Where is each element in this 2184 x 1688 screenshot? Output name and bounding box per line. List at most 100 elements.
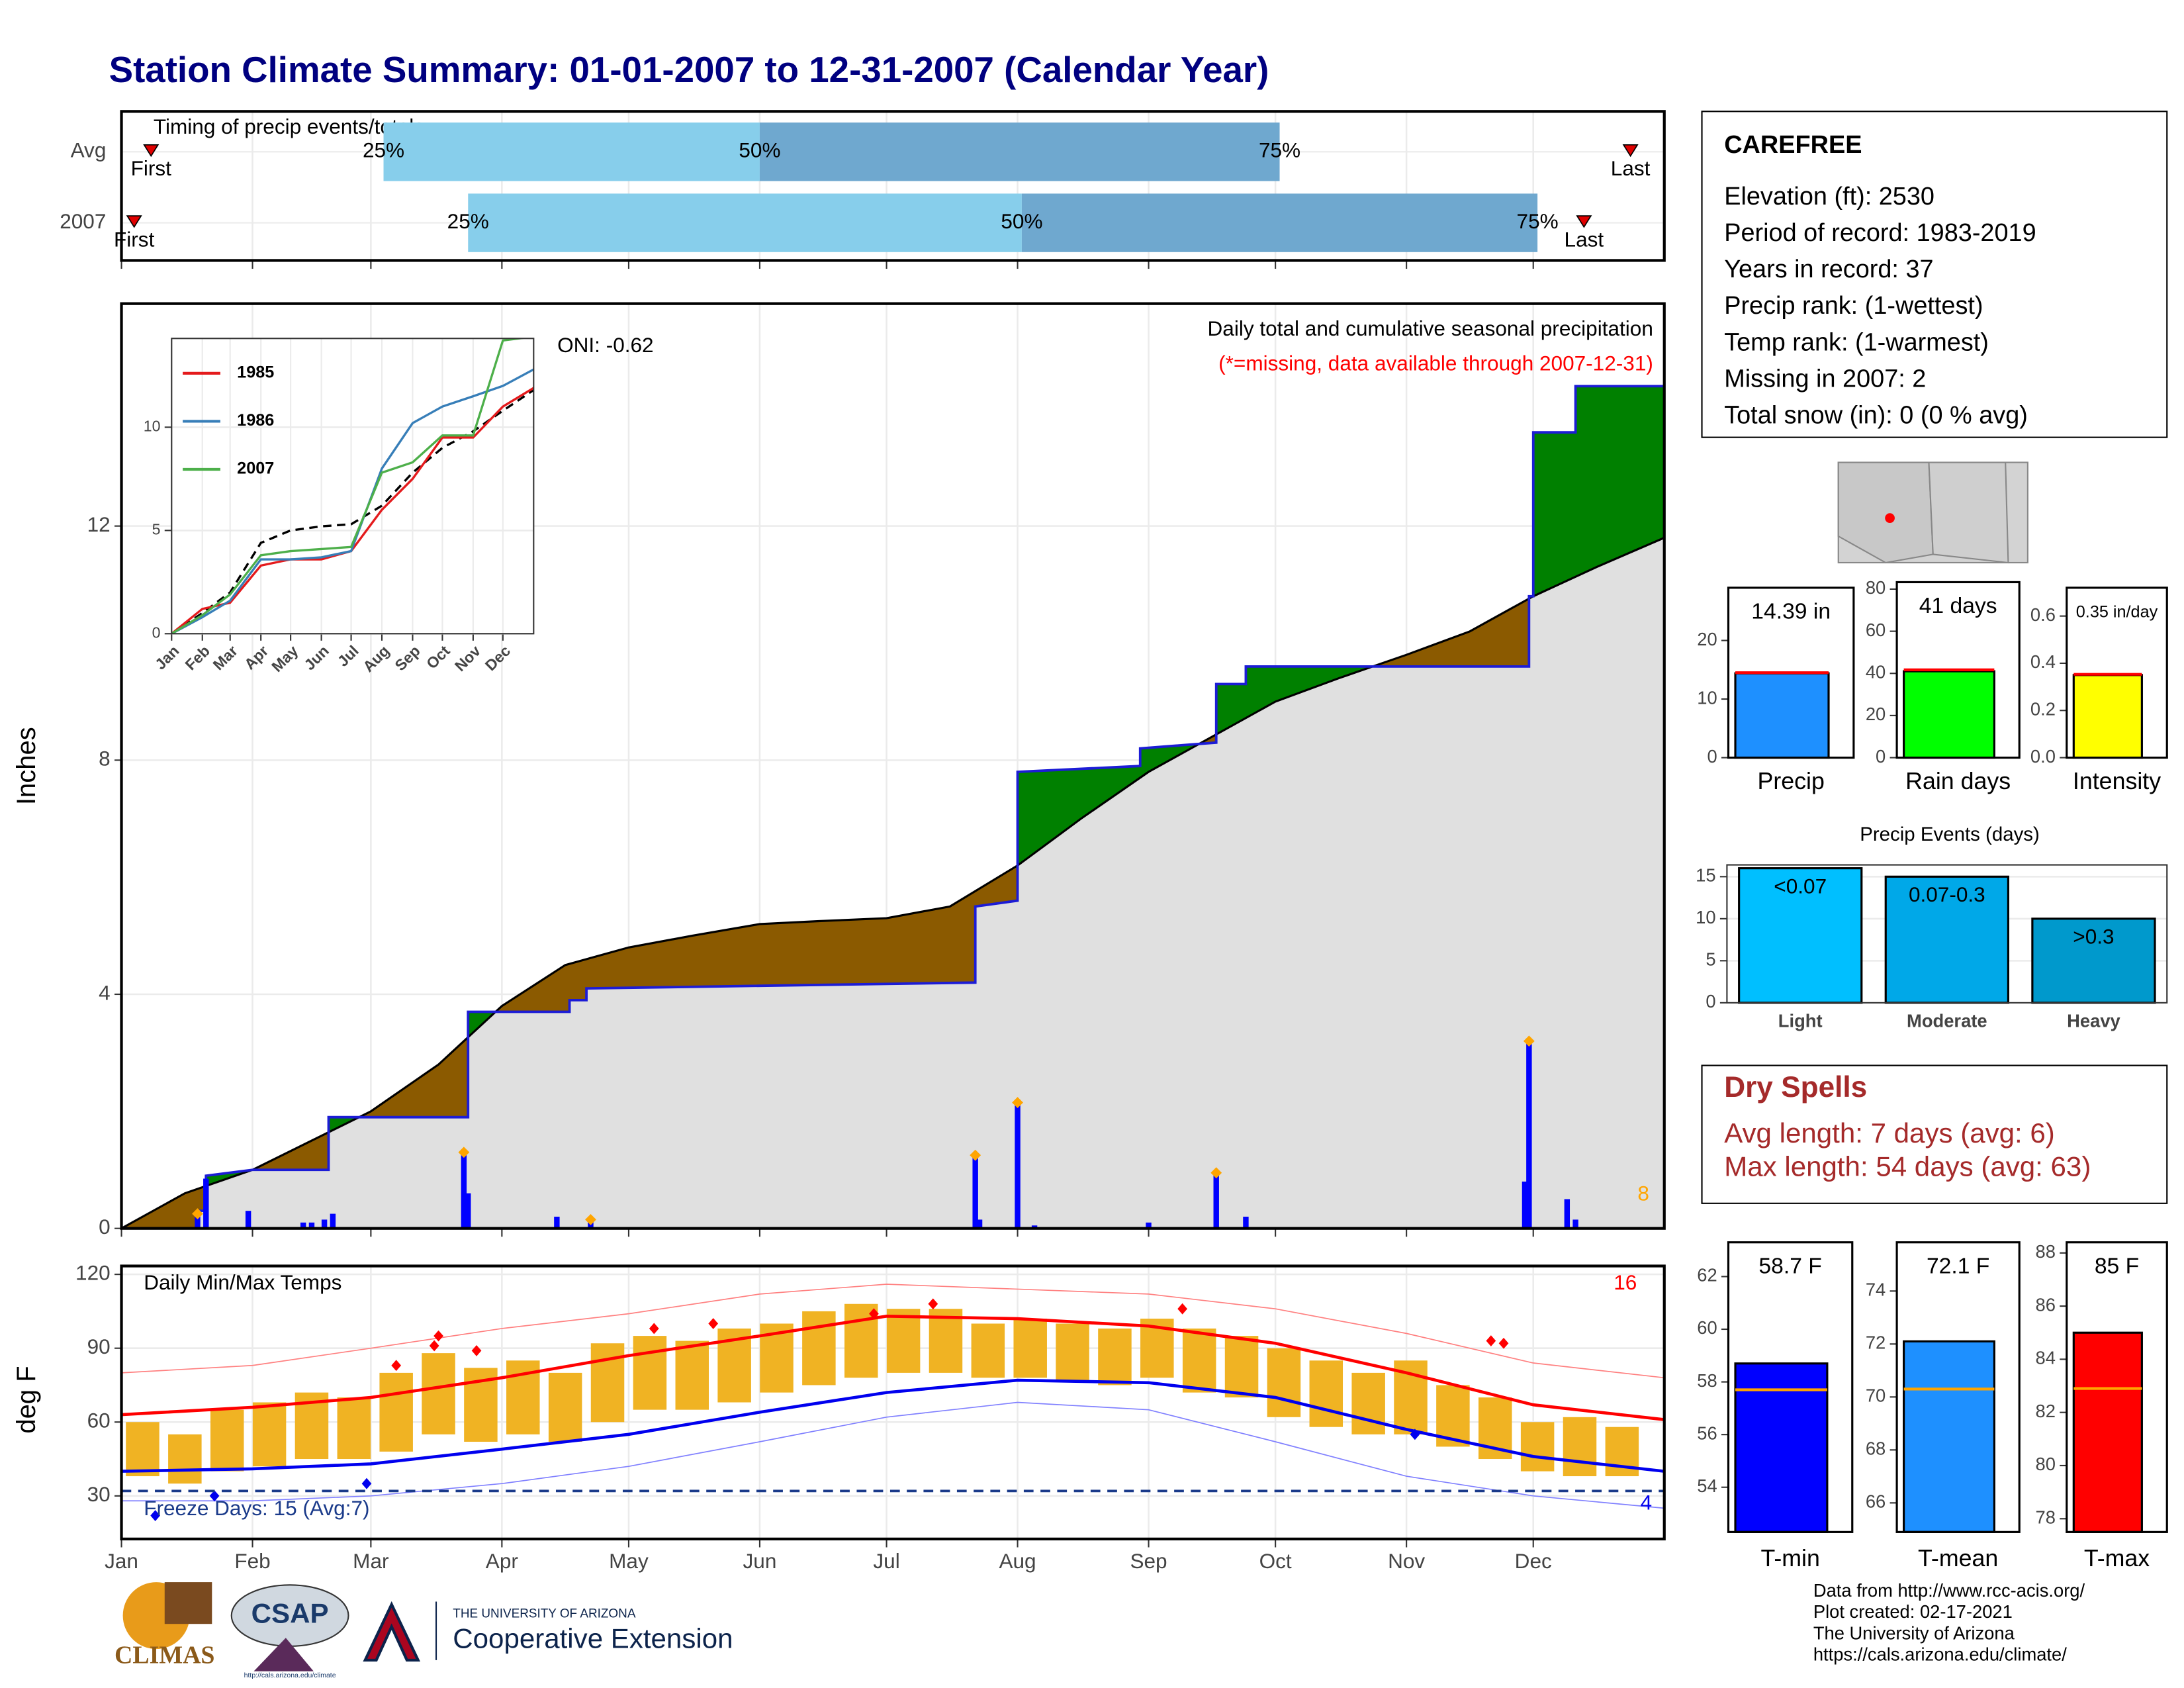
daily-range-bar — [1224, 1336, 1259, 1398]
y-tick-label: 60 — [87, 1409, 111, 1432]
temp-frame — [120, 1264, 1666, 1540]
daily-range-bar — [886, 1309, 921, 1373]
daily-range-bar — [422, 1353, 455, 1434]
summary-bar — [1734, 672, 1830, 759]
x-tick-label: Feb — [234, 1549, 270, 1573]
y-tick-label: 5 — [152, 520, 161, 538]
y-tick-label: 70 — [1866, 1385, 1886, 1406]
late-bar — [759, 122, 1280, 181]
daily-range-bar — [971, 1323, 1005, 1378]
daily-range-bar — [1563, 1417, 1597, 1477]
inset-frame — [171, 338, 535, 635]
ranked-marker — [1210, 1167, 1222, 1179]
extension-text: Cooperative Extension — [453, 1623, 733, 1654]
x-tick-label: Heavy — [2067, 1011, 2120, 1031]
station-location — [1885, 513, 1895, 524]
chart-title: Precip Events (days) — [1860, 823, 2040, 845]
category-label: Rain days — [1905, 768, 2011, 794]
csap-text: CSAP — [251, 1598, 329, 1629]
daily-bar — [300, 1222, 306, 1229]
y-tick-label: 120 — [75, 1260, 111, 1284]
daily-range-bar — [379, 1372, 413, 1452]
y-tick-label: 10 — [144, 417, 161, 434]
value-label: 85 F — [2095, 1254, 2139, 1278]
ranked-marker — [970, 1149, 981, 1161]
y-tick-label: 0.6 — [2030, 604, 2056, 625]
station-info: Precip rank: (1-wettest) — [1724, 292, 1983, 320]
daily-bar — [330, 1213, 336, 1229]
daily-range-bar — [802, 1311, 836, 1385]
daily-bar — [1564, 1199, 1570, 1229]
event-bar — [1738, 867, 1863, 1004]
value-label: >0.3 — [2073, 925, 2114, 949]
y-tick-label: 84 — [2036, 1348, 2056, 1368]
record-marker — [150, 1510, 160, 1521]
credit-line: The University of Arizona — [1813, 1622, 2015, 1643]
daily-range-bar — [252, 1402, 287, 1467]
y-tick-label: 20 — [1697, 629, 1717, 649]
record-high-count: 16 — [1614, 1270, 1637, 1294]
daily-bar — [1522, 1181, 1528, 1229]
dry-spell-info: Max length: 54 days (avg: 63) — [1724, 1150, 2091, 1182]
x-tick-label: Jan — [105, 1549, 138, 1573]
daily-bar — [203, 1178, 209, 1229]
y-tick-label: 0 — [1707, 746, 1717, 767]
y-tick-label: 60 — [1697, 1317, 1717, 1338]
y-tick-label: 78 — [2036, 1507, 2056, 1528]
y-tick-label: 68 — [1866, 1438, 1886, 1459]
climas-logo — [164, 1582, 212, 1624]
late-bar — [1021, 193, 1538, 252]
precip-areas — [121, 385, 1664, 1229]
location-map — [1837, 461, 2028, 564]
summary-bar — [1903, 670, 1995, 759]
series-line — [171, 368, 534, 634]
value-label: 0.35 in/day — [2076, 602, 2158, 621]
y-axis-label: Inches — [12, 727, 41, 805]
value-label: 72.1 F — [1927, 1254, 1989, 1278]
daily-bar — [1526, 1041, 1532, 1229]
first-label: First — [131, 156, 172, 180]
daily-range-bar — [929, 1309, 963, 1373]
category-label: T-mean — [1918, 1545, 1998, 1571]
percentile-label: 25% — [363, 138, 404, 162]
category-label: Precip — [1758, 768, 1825, 794]
dry-spells-box — [1701, 1064, 2168, 1204]
temp-marks — [121, 1284, 1664, 1521]
category-label: T-min — [1760, 1545, 1819, 1571]
credit-line: https://cals.arizona.edu/climate/ — [1813, 1644, 2067, 1665]
daily-range-bar — [1309, 1360, 1343, 1427]
y-tick-label: 12 — [87, 512, 111, 536]
y-tick-label: 80 — [1866, 577, 1886, 598]
daily-range-bar — [126, 1422, 159, 1477]
chart-title: Daily total and cumulative seasonal prec… — [1208, 316, 1653, 340]
early-bar — [383, 122, 760, 181]
record-marker — [361, 1477, 372, 1489]
daily-bar — [1213, 1172, 1219, 1229]
daily-range-bar — [1267, 1348, 1301, 1417]
record-min-line — [121, 1401, 1664, 1509]
value-label: 14.39 in — [1751, 600, 1831, 624]
daily-bar — [321, 1219, 328, 1229]
events-frame — [1726, 864, 2168, 1004]
y-tick-label: 20 — [1866, 704, 1886, 724]
station-info: Temp rank: (1-warmest) — [1724, 328, 1989, 356]
first-marker — [143, 144, 159, 158]
daily-range-bar — [1098, 1328, 1132, 1385]
station-info: Period of record: 1983-2019 — [1724, 219, 2036, 247]
record-marker — [391, 1360, 402, 1372]
y-tick-label: 4 — [99, 980, 111, 1004]
daily-bar — [308, 1222, 315, 1229]
daily-bar — [1146, 1222, 1152, 1229]
daily-bar — [1243, 1217, 1249, 1229]
y-tick-label: 80 — [2036, 1454, 2056, 1474]
percentile-label: 50% — [1001, 209, 1042, 233]
summary-frame — [2066, 586, 2168, 759]
year-line — [121, 385, 1664, 1229]
value-label: 0.07-0.3 — [1909, 882, 1985, 906]
record-marker — [471, 1344, 482, 1356]
daily-range-bar — [1056, 1323, 1089, 1381]
y-axis-label: deg F — [12, 1366, 41, 1433]
daily-range-bar — [548, 1372, 582, 1442]
y-tick-label: 0.4 — [2030, 651, 2056, 672]
early-bar — [468, 193, 1022, 252]
